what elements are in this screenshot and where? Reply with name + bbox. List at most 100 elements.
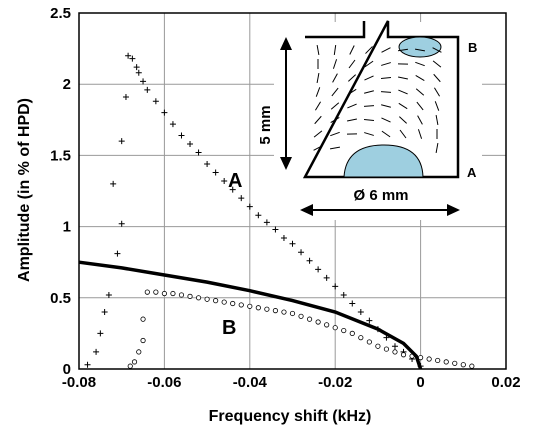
circle-marker (247, 303, 253, 309)
height-arrow-head-bottom (280, 157, 292, 170)
plus-marker (169, 121, 176, 128)
plus-marker (238, 195, 245, 202)
plus-marker (97, 330, 104, 337)
texture-dash (432, 47, 442, 53)
texture-dash (316, 44, 320, 56)
y-axis-title: Amplitude (in % of HPD) (16, 98, 33, 282)
circle-marker (204, 296, 210, 302)
plus-marker (357, 309, 364, 316)
x-tick-label: -0.08 (62, 374, 96, 391)
texture-dash (332, 59, 338, 69)
texture-dash (347, 103, 357, 109)
texture-dash (433, 87, 441, 97)
circle-marker (153, 289, 159, 295)
texture-dash (314, 115, 322, 125)
texture-dash (364, 132, 374, 136)
plus-marker (298, 249, 305, 256)
texture-dash (349, 45, 355, 55)
plus-marker (315, 266, 322, 273)
texture-dash (363, 118, 375, 122)
plus-marker (221, 178, 228, 185)
plus-marker (272, 226, 279, 233)
circle-marker (341, 327, 347, 334)
plus-marker (323, 274, 330, 281)
texture-dash (381, 62, 391, 66)
circle-marker (375, 343, 381, 349)
circle-marker (264, 306, 270, 312)
circle-marker (213, 298, 219, 304)
circle-marker (400, 352, 407, 358)
circle-marker (187, 293, 193, 299)
texture-dash (347, 88, 357, 96)
texture-dash (415, 88, 425, 96)
plus-marker (140, 78, 147, 85)
texture-dash (347, 118, 357, 122)
circle-marker (435, 357, 441, 364)
texture-dash (399, 116, 407, 124)
inset-height-label: 5 mm (257, 105, 274, 144)
texture-dash (397, 48, 409, 52)
x-tick-label: -0.02 (318, 374, 352, 391)
circle-marker (136, 349, 142, 355)
plus-marker (204, 160, 211, 167)
texture-dash (363, 105, 375, 107)
texture-dash (348, 74, 356, 82)
plus-marker (133, 64, 140, 71)
texture-dash (381, 130, 391, 138)
circle-marker (298, 313, 304, 319)
texture-dash (398, 89, 408, 95)
chart-tick-labels: -0.08 -0.06 -0.04 -0.02 0 0.02 0 0.5 1 1.5 2 2.5 (50, 5, 520, 391)
texture-dash (415, 75, 425, 81)
texture-dash (416, 101, 424, 111)
circle-marker (443, 359, 449, 365)
texture-dash (330, 117, 340, 123)
inset-cell-diagram: 5 mm Ø 6 mm B A (257, 20, 482, 220)
x-tick-label: -0.04 (233, 374, 268, 391)
circle-marker (178, 292, 185, 298)
texture-dash (415, 61, 425, 67)
texture-dash (333, 44, 337, 56)
plus-marker (340, 291, 347, 298)
plus-marker (332, 283, 339, 290)
plus-marker (263, 219, 270, 226)
circle-marker (452, 360, 458, 366)
circle-marker (289, 310, 296, 317)
circle-marker (469, 363, 475, 369)
texture-dash (381, 104, 391, 108)
texture-dash (414, 48, 426, 52)
texture-dash (434, 101, 440, 111)
texture-dash (398, 76, 408, 80)
texture-dash (399, 129, 407, 139)
circle-marker (238, 302, 244, 308)
y-tick-label: 2 (63, 76, 71, 93)
texture-dash (330, 102, 340, 110)
texture-dash (365, 46, 373, 54)
circle-marker (170, 290, 176, 297)
circle-marker (140, 316, 146, 322)
texture-dash (313, 130, 323, 138)
plus-marker (144, 86, 151, 93)
plot-frame (78, 12, 507, 370)
plus-marker (229, 186, 236, 193)
curve-line (78, 260, 423, 370)
droplet-a (343, 144, 424, 178)
plus-marker (118, 138, 125, 145)
texture-dash (313, 145, 323, 151)
texture-dash (417, 129, 423, 139)
plus-marker (101, 309, 108, 316)
texture-dash (330, 131, 340, 137)
y-tick-label: 0 (63, 361, 71, 378)
texture-dash (348, 59, 356, 69)
plus-marker (349, 300, 356, 307)
plus-marker (178, 132, 185, 139)
circle-marker (127, 363, 133, 369)
y-tick-label: 2.5 (50, 5, 71, 22)
plus-marker (246, 203, 253, 210)
circle-marker (426, 356, 432, 362)
plus-marker (255, 212, 262, 219)
x-tick-label: -0.06 (147, 374, 181, 391)
chart-plot-area (78, 52, 475, 370)
plus-marker (125, 52, 132, 59)
circle-marker (349, 330, 355, 336)
